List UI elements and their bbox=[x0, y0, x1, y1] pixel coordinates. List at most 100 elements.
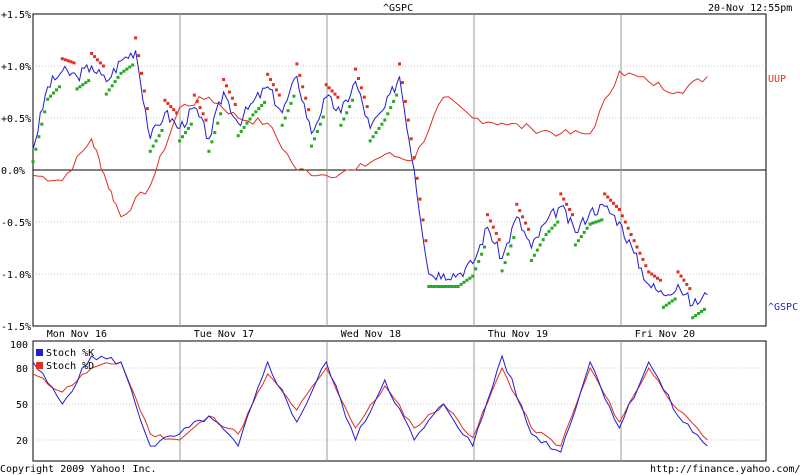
x-tick-label: Fri Nov 20 bbox=[635, 329, 695, 340]
y-tick-label: -1.0% bbox=[1, 270, 31, 281]
psar-dot-down bbox=[497, 238, 501, 242]
psar-dot-up bbox=[251, 113, 255, 117]
psar-dot-down bbox=[198, 106, 202, 110]
psar-dot-up bbox=[345, 111, 349, 115]
psar-dot-up bbox=[573, 243, 577, 247]
psar-dot-down bbox=[93, 55, 97, 59]
psar-dot-up bbox=[49, 94, 53, 98]
psar-dot-up bbox=[263, 100, 267, 104]
psar-dot-up bbox=[257, 107, 261, 111]
psar-dot-up bbox=[697, 312, 701, 315]
psar-dot-up bbox=[386, 112, 390, 116]
psar-dot-down bbox=[96, 58, 99, 62]
psar-dot-up bbox=[471, 274, 475, 278]
psar-dot-up bbox=[84, 81, 88, 85]
psar-dot-up bbox=[506, 252, 510, 256]
psar-dot-down bbox=[398, 62, 401, 66]
psar-dot-down bbox=[412, 156, 416, 159]
chart-timestamp: 20-Nov 12:55pm bbox=[708, 3, 792, 14]
psar-dot-down bbox=[72, 61, 76, 65]
psar-dot-up bbox=[474, 267, 478, 271]
psar-dot-down bbox=[362, 95, 366, 99]
stoch-y-tick-label: 80 bbox=[16, 364, 28, 375]
psar-dot-up bbox=[260, 104, 264, 107]
psar-dot-down bbox=[641, 257, 645, 261]
psar-dot-down bbox=[403, 99, 407, 103]
psar-dot-up bbox=[245, 121, 249, 125]
x-tick-label: Wed Nov 18 bbox=[341, 329, 401, 340]
psar-dot-down bbox=[653, 274, 657, 278]
psar-dot-down bbox=[359, 86, 363, 90]
main-y-axis: +1.5% +1.0% +0.5% 0.0% -0.5% -1.0% -1.5% bbox=[1, 10, 31, 333]
psar-dot-up bbox=[538, 243, 542, 247]
psar-dot-up bbox=[544, 233, 548, 236]
psar-dot-up bbox=[450, 285, 454, 288]
psar-dot-up bbox=[500, 269, 504, 273]
psar-dot-up bbox=[87, 79, 91, 83]
psar-dot-up bbox=[184, 131, 187, 135]
psar-dot-down bbox=[266, 72, 270, 76]
psar-dot-up bbox=[535, 248, 539, 252]
psar-dot-down bbox=[685, 282, 689, 286]
y-tick-label: +1.0% bbox=[1, 62, 31, 73]
psar-dot-up bbox=[456, 285, 460, 288]
psar-dot-down bbox=[192, 93, 196, 97]
psar-dot-up bbox=[210, 140, 214, 144]
psar-dot-up bbox=[591, 221, 595, 225]
psar-dot-up bbox=[280, 123, 284, 127]
psar-dot-up bbox=[154, 139, 158, 143]
psar-dot-up bbox=[283, 116, 287, 120]
psar-dot-down bbox=[140, 71, 143, 75]
y-tick-label: +0.5% bbox=[1, 114, 31, 125]
psar-dot-down bbox=[269, 78, 272, 81]
psar-dot-down bbox=[66, 59, 70, 63]
psar-dot-down bbox=[559, 192, 563, 196]
psar-dot-up bbox=[110, 84, 114, 88]
psar-dot-down bbox=[222, 78, 226, 81]
psar-dot-up bbox=[661, 305, 665, 309]
y-tick-label: +1.5% bbox=[1, 10, 31, 21]
psar-dot-down bbox=[137, 54, 141, 58]
psar-dot-down bbox=[571, 213, 574, 217]
psar-dot-up bbox=[667, 301, 671, 305]
psar-dot-up bbox=[673, 297, 677, 301]
psar-dot-down bbox=[69, 60, 73, 64]
series-stoch-d bbox=[32, 361, 708, 447]
psar-dot-down bbox=[400, 81, 404, 85]
psar-dot-down bbox=[354, 67, 357, 71]
copyright-text: Copyright 2009 Yahoo! Inc. bbox=[0, 464, 157, 475]
psar-dot-up bbox=[556, 220, 560, 224]
psar-dot-up bbox=[442, 285, 445, 288]
psar-dot-down bbox=[527, 227, 530, 231]
psar-dot-down bbox=[635, 245, 639, 249]
psar-dot-down bbox=[90, 52, 94, 55]
psar-dot-up bbox=[700, 309, 703, 313]
psar-dot-up bbox=[78, 85, 82, 89]
psar-dot-up bbox=[433, 285, 437, 288]
psar-dot-up bbox=[368, 139, 372, 143]
series-layer bbox=[31, 36, 708, 453]
psar-dot-down bbox=[626, 226, 630, 230]
psar-dot-up bbox=[318, 122, 322, 126]
psar-dot-down bbox=[201, 112, 205, 116]
psar-dot-up bbox=[509, 244, 513, 248]
psar-dot-down bbox=[333, 92, 337, 96]
psar-dot-up bbox=[181, 135, 184, 139]
psar-dot-up bbox=[31, 160, 35, 164]
psar-dot-up bbox=[427, 285, 431, 288]
psar-dot-up bbox=[377, 126, 381, 130]
psar-dot-down bbox=[406, 118, 410, 122]
psar-dot-up bbox=[104, 92, 108, 96]
psar-dot-down bbox=[304, 96, 308, 100]
psar-dot-down bbox=[615, 204, 618, 208]
psar-dot-up bbox=[292, 94, 296, 98]
stoch-y-tick-label: 100 bbox=[10, 340, 28, 351]
stoch-legend: Stoch %K Stoch %D bbox=[36, 348, 94, 372]
psar-dot-down bbox=[230, 96, 234, 100]
psar-dot-down bbox=[409, 137, 413, 141]
psar-dot-up bbox=[444, 285, 448, 288]
psar-dot-up bbox=[57, 85, 61, 89]
psar-dot-down bbox=[486, 213, 489, 217]
psar-dot-up bbox=[160, 129, 164, 132]
psar-dot-down bbox=[145, 107, 149, 111]
